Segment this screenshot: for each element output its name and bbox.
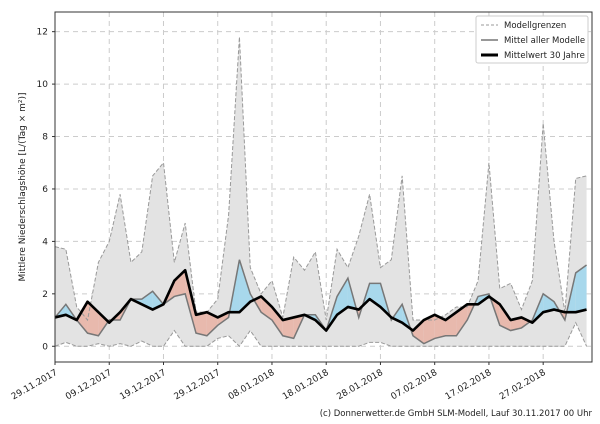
footer-credit: (c) Donnerwetter.de GmbH SLM-Modell, Lau… — [320, 409, 593, 419]
legend-label-range: Modellgrenzen — [504, 21, 566, 31]
below-normal-fill — [271, 306, 283, 336]
plot-frame — [54, 11, 593, 363]
below-normal-fill — [261, 296, 272, 321]
y-tick-label: 12 — [37, 28, 48, 38]
model-lower-bound-line — [54, 321, 588, 348]
x-tick-label: 27.02.2018 — [498, 368, 548, 403]
legend-label-model-mean: Mittel aller Modelle — [504, 36, 585, 46]
below-normal-fill — [521, 317, 531, 328]
below-normal-fill — [76, 301, 88, 334]
y-tick-label: 8 — [42, 133, 48, 143]
x-tick-label: 08.01.2018 — [227, 368, 277, 403]
below-normal-fill — [499, 304, 511, 331]
y-tick-label: 2 — [42, 290, 48, 300]
below-normal-fill — [282, 317, 294, 339]
model-upper-bound-line — [54, 36, 587, 322]
above-normal-fill — [239, 259, 251, 313]
below-normal-fill — [206, 312, 218, 336]
below-normal-fill — [98, 312, 109, 336]
model-range-area — [55, 36, 587, 347]
x-tick-label: 17.02.2018 — [444, 368, 494, 403]
x-tick-label: 09.12.2017 — [64, 368, 114, 402]
above-normal-fill — [337, 278, 348, 315]
x-tick-label: 28.01.2018 — [335, 368, 385, 403]
below-normal-fill — [445, 312, 457, 336]
above-normal-fill — [369, 283, 381, 307]
y-tick-label: 6 — [42, 185, 48, 195]
x-tick-label: 19.12.2017 — [118, 368, 168, 402]
chart-marks — [54, 36, 588, 348]
below-normal-fill — [434, 314, 446, 339]
below-normal-fill — [196, 312, 207, 336]
legend-box — [475, 15, 589, 64]
climate-mean-line — [54, 268, 587, 332]
below-normal-fill — [217, 312, 229, 326]
x-tick-label: 07.02.2018 — [390, 368, 440, 403]
above-normal-fill — [575, 264, 587, 313]
x-tick-label: 29.12.2017 — [173, 368, 223, 402]
x-tick-label: 18.01.2018 — [281, 368, 331, 403]
y-tick-label: 4 — [42, 237, 48, 247]
below-normal-fill — [423, 314, 435, 344]
y-axis-label: Mittlere Niederschlagshöhe [L/(Tag × m²)… — [18, 92, 28, 281]
below-normal-fill — [413, 320, 424, 344]
below-normal-fill — [174, 270, 186, 297]
below-normal-fill — [456, 304, 468, 336]
x-tick-label: 29.11.2017 — [10, 368, 60, 402]
y-tick-label: 0 — [42, 342, 48, 352]
legend: Modellgrenzen Mittel aller Modelle Mitte… — [475, 15, 589, 64]
above-normal-fill — [543, 293, 555, 313]
legend-label-climate-mean: Mittelwert 30 Jahre — [504, 51, 585, 61]
y-tick-label: 10 — [37, 80, 49, 90]
model-mean-line — [54, 259, 588, 345]
